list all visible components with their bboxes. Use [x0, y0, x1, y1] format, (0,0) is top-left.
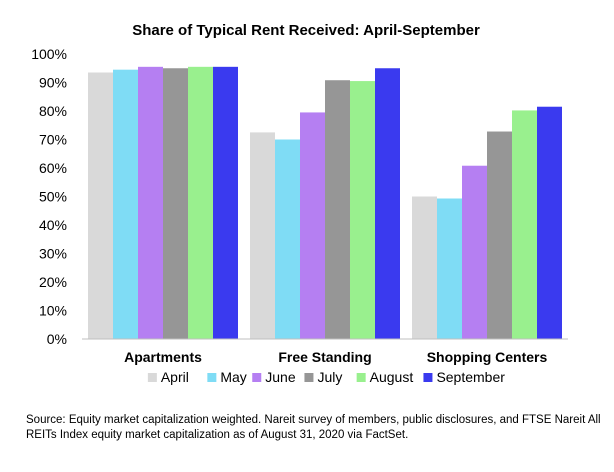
y-tick-label: 50%	[39, 189, 67, 205]
bar-july-apartments	[163, 68, 188, 339]
legend-label-may: May	[220, 369, 246, 385]
x-category-label: Free Standing	[278, 349, 371, 365]
bar-april-free-standing	[250, 132, 275, 339]
bar-july-shopping-centers	[487, 131, 512, 339]
bar-august-shopping-centers	[512, 110, 537, 340]
bar-may-apartments	[113, 69, 138, 340]
bar-september-apartments	[213, 66, 238, 339]
legend: April May June July August September	[147, 369, 505, 385]
legend-swatch-september	[423, 373, 433, 382]
y-tick-label: 100%	[31, 46, 67, 62]
legend-label-august: August	[370, 369, 414, 385]
y-tick-label: 70%	[39, 132, 67, 148]
y-tick-label: 30%	[39, 246, 67, 262]
legend-label-september: September	[436, 369, 505, 385]
legend-label-july: July	[317, 369, 342, 385]
chart-title: Share of Typical Rent Received: April-Se…	[132, 22, 480, 39]
bar-august-free-standing	[350, 81, 375, 339]
y-tick-label: 80%	[39, 103, 67, 119]
bar-june-apartments	[138, 66, 163, 339]
y-axis-ticks: 0% 10% 20% 30% 40% 50% 60% 70% 80% 90% 100%	[31, 46, 67, 347]
y-tick-label: 90%	[39, 75, 67, 91]
bar-may-free-standing	[275, 139, 300, 339]
bar-series-group	[88, 66, 562, 340]
source-note: Source: Equity market capitalization wei…	[26, 414, 601, 441]
x-axis-category-labels: Apartments Free Standing Shopping Centers	[124, 349, 547, 365]
legend-swatch-june	[252, 373, 262, 382]
legend-swatch-may	[207, 373, 217, 382]
legend-label-april: April	[161, 369, 189, 385]
y-tick-label: 0%	[47, 331, 67, 347]
legend-swatch-july	[304, 373, 314, 382]
bar-june-free-standing	[300, 112, 325, 339]
y-tick-label: 10%	[39, 303, 67, 319]
legend-label-june: June	[265, 369, 296, 385]
y-tick-label: 40%	[39, 217, 67, 233]
legend-swatch-august	[356, 373, 366, 382]
bar-june-shopping-centers	[462, 165, 487, 339]
legend-swatch-april	[147, 373, 157, 382]
y-tick-label: 20%	[39, 274, 67, 290]
rent-share-chart: Share of Typical Rent Received: April-Se…	[31, 22, 568, 385]
x-category-label: Shopping Centers	[427, 349, 548, 365]
y-tick-label: 60%	[39, 160, 67, 176]
bar-september-free-standing	[375, 68, 400, 339]
x-category-label: Apartments	[124, 349, 202, 365]
bar-chart-svg: Share of Typical Rent Received: April-Se…	[31, 22, 568, 385]
bar-august-apartments	[188, 66, 213, 339]
bar-may-shopping-centers	[437, 198, 462, 339]
bar-april-shopping-centers	[412, 196, 437, 339]
bar-september-shopping-centers	[537, 106, 562, 339]
bar-april-apartments	[88, 72, 113, 340]
bar-july-free-standing	[325, 80, 350, 339]
